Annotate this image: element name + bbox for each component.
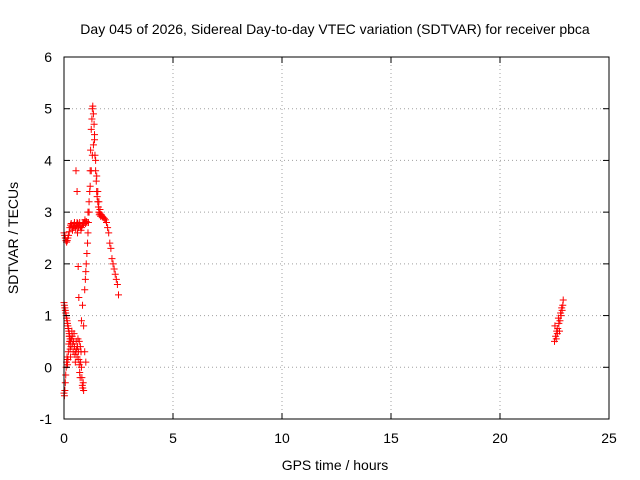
data-point [88, 151, 96, 159]
data-point [89, 141, 97, 149]
data-point [89, 102, 97, 110]
data-point [551, 322, 559, 330]
data-point [85, 198, 93, 206]
y-tick-label: 1 [44, 308, 52, 324]
data-point [557, 309, 565, 317]
y-tick-label: 5 [44, 101, 52, 117]
data-point [110, 265, 118, 273]
data-point [65, 228, 73, 236]
data-point [105, 229, 113, 237]
data-point [108, 255, 116, 263]
data-point [83, 250, 91, 258]
data-point [93, 172, 101, 180]
data-point [554, 314, 562, 322]
data-point [556, 327, 564, 335]
data-point [87, 125, 95, 133]
data-point [61, 379, 69, 387]
data-point [113, 281, 121, 289]
data-point [84, 208, 92, 216]
data-point [112, 275, 120, 283]
data-point [79, 301, 87, 309]
data-point [86, 182, 94, 190]
data-point [77, 317, 85, 325]
data-point [82, 268, 90, 276]
data-point [67, 337, 75, 345]
y-tick-label: 0 [44, 359, 52, 375]
x-tick-label: 15 [383, 430, 399, 446]
y-tick-label: 4 [44, 152, 52, 168]
data-point [82, 260, 90, 268]
y-tick-label: -1 [40, 411, 53, 427]
data-point [65, 231, 73, 239]
data-point [93, 193, 101, 201]
x-tick-label: 0 [60, 430, 68, 446]
data-point [107, 244, 115, 252]
x-tick-label: 25 [601, 430, 617, 446]
x-tick-labels: 0 5 10 15 20 25 [60, 430, 617, 446]
plot-frame [63, 56, 610, 420]
x-axis-label: GPS time / hours [282, 457, 389, 473]
data-point [75, 337, 83, 345]
data-point [80, 322, 88, 330]
x-tick-label: 10 [274, 430, 290, 446]
x-tick-label: 5 [169, 430, 177, 446]
data-point [81, 348, 89, 356]
y-tick-label: 6 [44, 49, 52, 65]
data-point [552, 335, 560, 343]
data-point [103, 218, 111, 226]
data-point [75, 293, 83, 301]
chart-title: Day 045 of 2026, Sidereal Day-to-day VTE… [80, 21, 590, 37]
data-points [60, 102, 567, 400]
x-tick-label: 20 [492, 430, 508, 446]
data-point [81, 286, 89, 294]
y-axis-label: SDTVAR / TECUs [5, 182, 21, 294]
data-point [115, 291, 122, 299]
data-point [104, 224, 112, 232]
data-point [94, 187, 102, 195]
data-point [67, 353, 75, 361]
y-tick-label: 3 [44, 204, 52, 220]
data-point [88, 115, 96, 123]
data-point [111, 270, 119, 278]
data-point [96, 206, 104, 214]
data-point [559, 301, 567, 309]
data-point [91, 131, 99, 139]
data-point [61, 387, 69, 395]
data-point [109, 260, 117, 268]
data-point [62, 371, 70, 379]
data-point [81, 275, 89, 283]
data-point [106, 239, 114, 247]
axis-ticks [63, 56, 610, 420]
y-tick-labels: -1 0 1 2 3 4 5 6 [40, 49, 53, 427]
data-point [92, 156, 100, 164]
data-point [77, 363, 85, 371]
data-point [100, 214, 108, 222]
data-point [90, 120, 98, 128]
data-point [89, 110, 97, 118]
data-point [72, 167, 80, 175]
data-point [74, 262, 82, 270]
data-point [84, 239, 92, 247]
y-tick-label: 2 [44, 256, 52, 272]
data-point [74, 229, 82, 237]
data-point [95, 198, 103, 206]
data-point [84, 218, 92, 226]
data-point [76, 343, 84, 351]
data-point [87, 146, 95, 154]
data-point [82, 358, 90, 366]
data-point [79, 379, 87, 387]
data-point [80, 387, 88, 395]
grid [64, 57, 609, 419]
data-point [78, 374, 86, 382]
data-point [87, 167, 95, 175]
data-point [73, 187, 81, 195]
data-point [84, 229, 92, 237]
